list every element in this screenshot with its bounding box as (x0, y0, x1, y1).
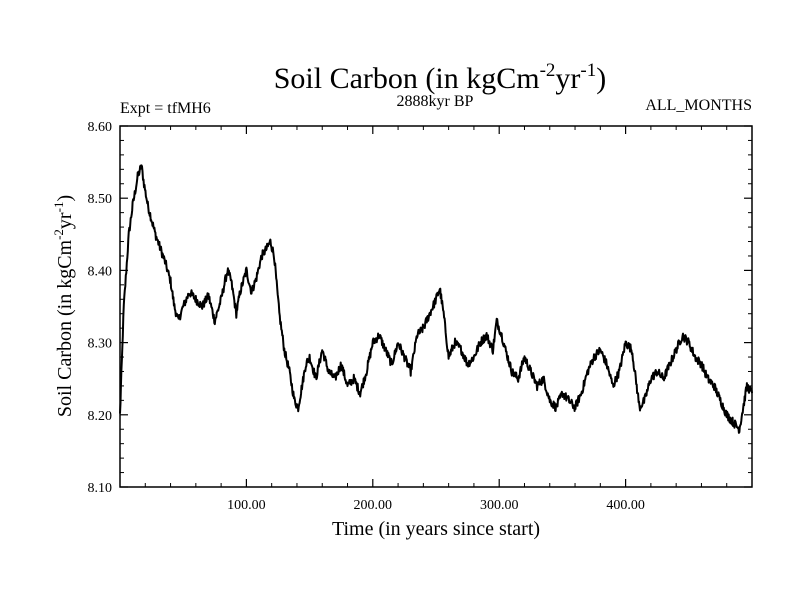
x-axis-label: Time (in years since start) (332, 518, 540, 540)
period-label: 2888kyr BP (397, 93, 474, 110)
svg-text:Soil Carbon (in kgCm-2yr-1): Soil Carbon (in kgCm-2yr-1) (274, 60, 607, 95)
title-text-end: ) (596, 62, 606, 95)
title-superscript-1: -2 (540, 60, 556, 81)
y-tick-label: 8.50 (88, 192, 113, 207)
y-tick-label: 8.30 (88, 337, 113, 352)
soil-carbon-series-line (119, 164, 753, 434)
y-axis-label: Soil Carbon (in kgCm-2yr-1) (51, 195, 76, 417)
months-label: ALL_MONTHS (645, 97, 752, 114)
y-axis: 8.10 8.20 8.30 8.40 8.50 8.60 (88, 120, 752, 496)
x-tick-label: 100.00 (227, 498, 266, 513)
ylabel-superscript-1: -2 (51, 229, 66, 240)
x-tick-label: 200.00 (354, 498, 393, 513)
chart-title: Soil Carbon (in kgCm-2yr-1) (274, 60, 607, 95)
svg-text:Soil Carbon (in kgCm-2yr-1): Soil Carbon (in kgCm-2yr-1) (51, 195, 76, 417)
y-tick-label: 8.10 (88, 481, 113, 496)
ylabel-superscript-2: -1 (51, 202, 66, 213)
ylabel-text-end: ) (54, 195, 76, 202)
ylabel-text-main: Soil Carbon (in kgCm (54, 239, 76, 417)
title-text-mid: yr (555, 62, 580, 95)
title-superscript-2: -1 (580, 60, 596, 81)
ylabel-text-mid: yr (54, 212, 76, 229)
title-text-main: Soil Carbon (in kgCm (274, 62, 540, 95)
y-tick-label: 8.20 (88, 409, 113, 424)
x-tick-label: 300.00 (480, 498, 519, 513)
y-tick-label: 8.40 (88, 264, 113, 279)
y-tick-label: 8.60 (88, 120, 113, 135)
x-axis: 100.00 200.00 300.00 400.00 (144, 126, 728, 513)
x-tick-label: 400.00 (606, 498, 645, 513)
experiment-label: Expt = tfMH6 (120, 100, 211, 117)
plot-frame (119, 125, 753, 488)
